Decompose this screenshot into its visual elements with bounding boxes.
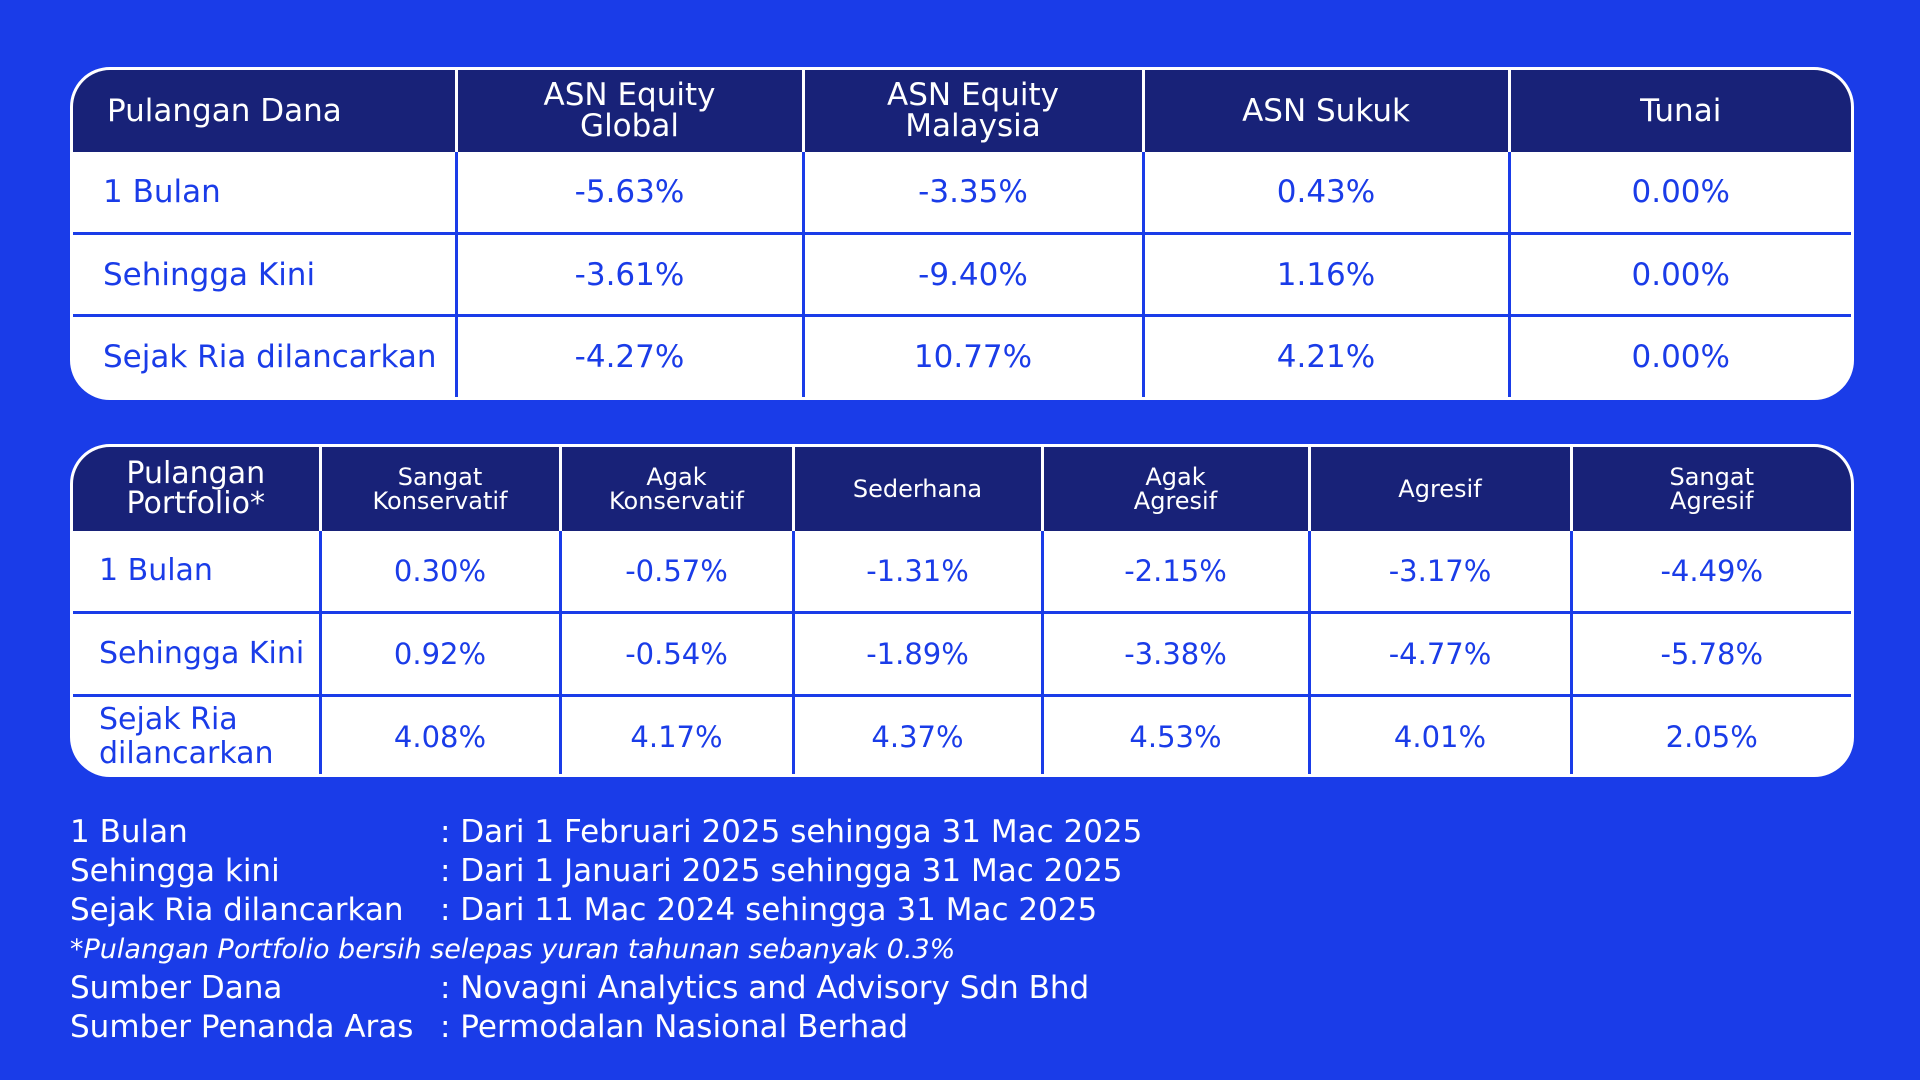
fund-header-asn-equity-malaysia: ASN Equity Malaysia: [803, 70, 1145, 152]
note-value: : Dari 11 Mac 2024 sehingga 31 Mac 2025: [440, 892, 1098, 928]
table-cell: -3.61%: [456, 233, 805, 318]
fund-returns-table: Pulangan Dana ASN Equity Global ASN Equi…: [73, 70, 1851, 397]
portfolio-header-agresif: Agresif: [1309, 447, 1573, 531]
portfolio-header-pulangan-portfolio: Pulangan Portfolio*: [73, 447, 322, 531]
table-cell: 0.00%: [1509, 233, 1851, 318]
portfolio-header-pulangan-portfolio-text: Pulangan Portfolio*: [126, 456, 266, 521]
table-row: 1 Bulan 0.30% -0.57% -1.31% -2.15% -3.17…: [73, 531, 1851, 614]
table-cell: -5.78%: [1571, 612, 1851, 697]
fund-header-asn-equity-global-text: ASN Equity Global: [543, 77, 716, 144]
table-row: Sehingga Kini -3.61% -9.40% 1.16% 0.00%: [73, 233, 1851, 318]
note-value: : Dari 1 Januari 2025 sehingga 31 Mac 20…: [440, 853, 1123, 889]
fund-header-pulangan-dana: Pulangan Dana: [73, 70, 458, 152]
row-label: Sehingga Kini: [73, 612, 322, 697]
table-cell: 0.00%: [1509, 315, 1851, 397]
table-cell: -3.35%: [803, 152, 1145, 235]
table-cell: 0.30%: [320, 531, 562, 614]
fund-header-tunai: Tunai: [1509, 70, 1851, 152]
table-cell: -9.40%: [803, 233, 1145, 318]
fund-returns-table-container: Pulangan Dana ASN Equity Global ASN Equi…: [70, 67, 1854, 400]
note-label: Sejak Ria dilancarkan: [70, 892, 404, 928]
portfolio-returns-header-row: Pulangan Portfolio* Sangat Konservatif A…: [73, 447, 1851, 531]
table-cell: 4.17%: [560, 695, 795, 774]
fund-returns-header-row: Pulangan Dana ASN Equity Global ASN Equi…: [73, 70, 1851, 152]
table-cell: -0.57%: [560, 531, 795, 614]
note-value: : Novagni Analytics and Advisory Sdn Bhd: [440, 970, 1090, 1006]
note-label: Sumber Dana: [70, 970, 283, 1006]
note-value: : Permodalan Nasional Berhad: [440, 1009, 908, 1045]
fund-header-asn-sukuk: ASN Sukuk: [1143, 70, 1511, 152]
note-period-2: Sehingga kini : Dari 1 Januari 2025 sehi…: [70, 852, 1142, 891]
portfolio-header-agak-agresif: Agak Agresif: [1042, 447, 1311, 531]
table-cell: 10.77%: [803, 315, 1145, 397]
table-cell: 0.92%: [320, 612, 562, 697]
portfolio-header-agak-konservatif-text: Agak Konservatif: [608, 463, 744, 515]
table-cell: 4.37%: [793, 695, 1044, 774]
portfolio-header-sangat-konservatif-text: Sangat Konservatif: [372, 463, 508, 515]
table-cell: 1.16%: [1143, 233, 1511, 318]
table-cell: -3.17%: [1309, 531, 1573, 614]
portfolio-header-sederhana: Sederhana: [793, 447, 1044, 531]
row-label: 1 Bulan: [73, 531, 322, 614]
row-label: Sejak Ria dilancarkan: [73, 315, 458, 397]
portfolio-returns-table-container: Pulangan Portfolio* Sangat Konservatif A…: [70, 444, 1854, 777]
note-label: 1 Bulan: [70, 814, 188, 850]
portfolio-header-sangat-agresif-text: Sangat Agresif: [1669, 463, 1754, 515]
table-cell: 2.05%: [1571, 695, 1851, 774]
table-cell: 4.21%: [1143, 315, 1511, 397]
footnotes: 1 Bulan : Dari 1 Februari 2025 sehingga …: [70, 813, 1142, 1047]
table-cell: 4.01%: [1309, 695, 1573, 774]
row-label-text: Sejak Ria dilancarkan: [99, 701, 274, 771]
table-cell: -5.63%: [456, 152, 805, 235]
table-cell: -3.38%: [1042, 612, 1311, 697]
table-cell: -4.49%: [1571, 531, 1851, 614]
fund-header-asn-equity-global: ASN Equity Global: [456, 70, 805, 152]
table-cell: -2.15%: [1042, 531, 1311, 614]
table-row: Sejak Ria dilancarkan 4.08% 4.17% 4.37% …: [73, 695, 1851, 774]
table-cell: -1.31%: [793, 531, 1044, 614]
note-label: Sumber Penanda Aras: [70, 1009, 414, 1045]
table-cell: -4.27%: [456, 315, 805, 397]
portfolio-returns-table: Pulangan Portfolio* Sangat Konservatif A…: [73, 447, 1851, 774]
note-label: Sehingga kini: [70, 853, 280, 889]
table-row: Sejak Ria dilancarkan -4.27% 10.77% 4.21…: [73, 315, 1851, 397]
table-cell: 4.53%: [1042, 695, 1311, 774]
note-value: : Dari 1 Februari 2025 sehingga 31 Mac 2…: [440, 814, 1143, 850]
table-cell: 4.08%: [320, 695, 562, 774]
portfolio-header-sangat-konservatif: Sangat Konservatif: [320, 447, 562, 531]
table-cell: 0.43%: [1143, 152, 1511, 235]
portfolio-header-agak-agresif-text: Agak Agresif: [1133, 463, 1218, 515]
note-fee: *Pulangan Portfolio bersih selepas yuran…: [70, 930, 1142, 969]
table-cell: 0.00%: [1509, 152, 1851, 235]
table-row: 1 Bulan -5.63% -3.35% 0.43% 0.00%: [73, 152, 1851, 235]
table-cell: -0.54%: [560, 612, 795, 697]
note-source-benchmark: Sumber Penanda Aras : Permodalan Nasiona…: [70, 1008, 1142, 1047]
fee-note: *Pulangan Portfolio bersih selepas yuran…: [70, 934, 956, 965]
row-label: Sejak Ria dilancarkan: [73, 695, 322, 774]
table-cell: -4.77%: [1309, 612, 1573, 697]
row-label: 1 Bulan: [73, 152, 458, 235]
row-label: Sehingga Kini: [73, 233, 458, 318]
portfolio-header-agak-konservatif: Agak Konservatif: [560, 447, 795, 531]
table-cell: -1.89%: [793, 612, 1044, 697]
note-period-1: 1 Bulan : Dari 1 Februari 2025 sehingga …: [70, 813, 1142, 852]
note-period-3: Sejak Ria dilancarkan : Dari 11 Mac 2024…: [70, 891, 1142, 930]
table-row: Sehingga Kini 0.92% -0.54% -1.89% -3.38%…: [73, 612, 1851, 697]
fund-header-asn-equity-malaysia-text: ASN Equity Malaysia: [887, 77, 1059, 144]
portfolio-header-sangat-agresif: Sangat Agresif: [1571, 447, 1851, 531]
note-source-fund: Sumber Dana : Novagni Analytics and Advi…: [70, 969, 1142, 1008]
